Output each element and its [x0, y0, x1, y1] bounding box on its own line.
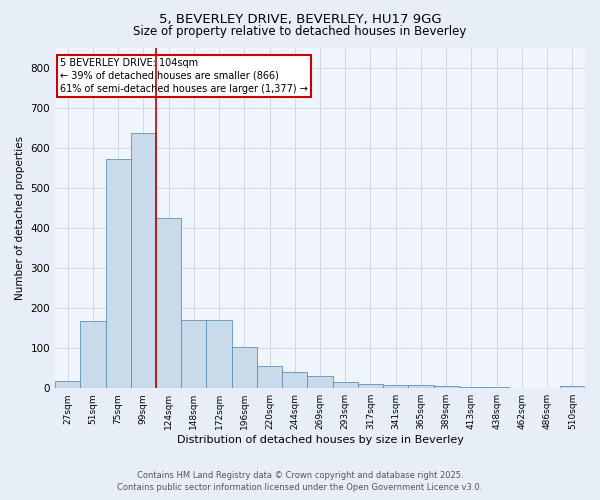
Bar — [282, 372, 307, 388]
Text: Contains HM Land Registry data © Crown copyright and database right 2025.
Contai: Contains HM Land Registry data © Crown c… — [118, 471, 482, 492]
Bar — [409, 386, 434, 388]
Text: Size of property relative to detached houses in Beverley: Size of property relative to detached ho… — [133, 25, 467, 38]
Bar — [181, 320, 206, 388]
Bar — [106, 159, 131, 388]
X-axis label: Distribution of detached houses by size in Beverley: Distribution of detached houses by size … — [176, 435, 463, 445]
Y-axis label: Number of detached properties: Number of detached properties — [15, 136, 25, 300]
Bar — [131, 134, 156, 388]
Text: 5 BEVERLEY DRIVE: 104sqm
← 39% of detached houses are smaller (866)
61% of semi-: 5 BEVERLEY DRIVE: 104sqm ← 39% of detach… — [61, 58, 308, 94]
Bar — [434, 386, 459, 388]
Bar — [332, 382, 358, 388]
Bar — [206, 320, 232, 388]
Bar — [459, 387, 484, 388]
Bar — [55, 381, 80, 388]
Text: 5, BEVERLEY DRIVE, BEVERLEY, HU17 9GG: 5, BEVERLEY DRIVE, BEVERLEY, HU17 9GG — [158, 12, 442, 26]
Bar — [560, 386, 585, 388]
Bar — [80, 321, 106, 388]
Bar — [307, 376, 332, 388]
Bar — [156, 218, 181, 388]
Bar — [358, 384, 383, 388]
Bar — [257, 366, 282, 388]
Bar — [232, 346, 257, 388]
Bar — [383, 384, 409, 388]
